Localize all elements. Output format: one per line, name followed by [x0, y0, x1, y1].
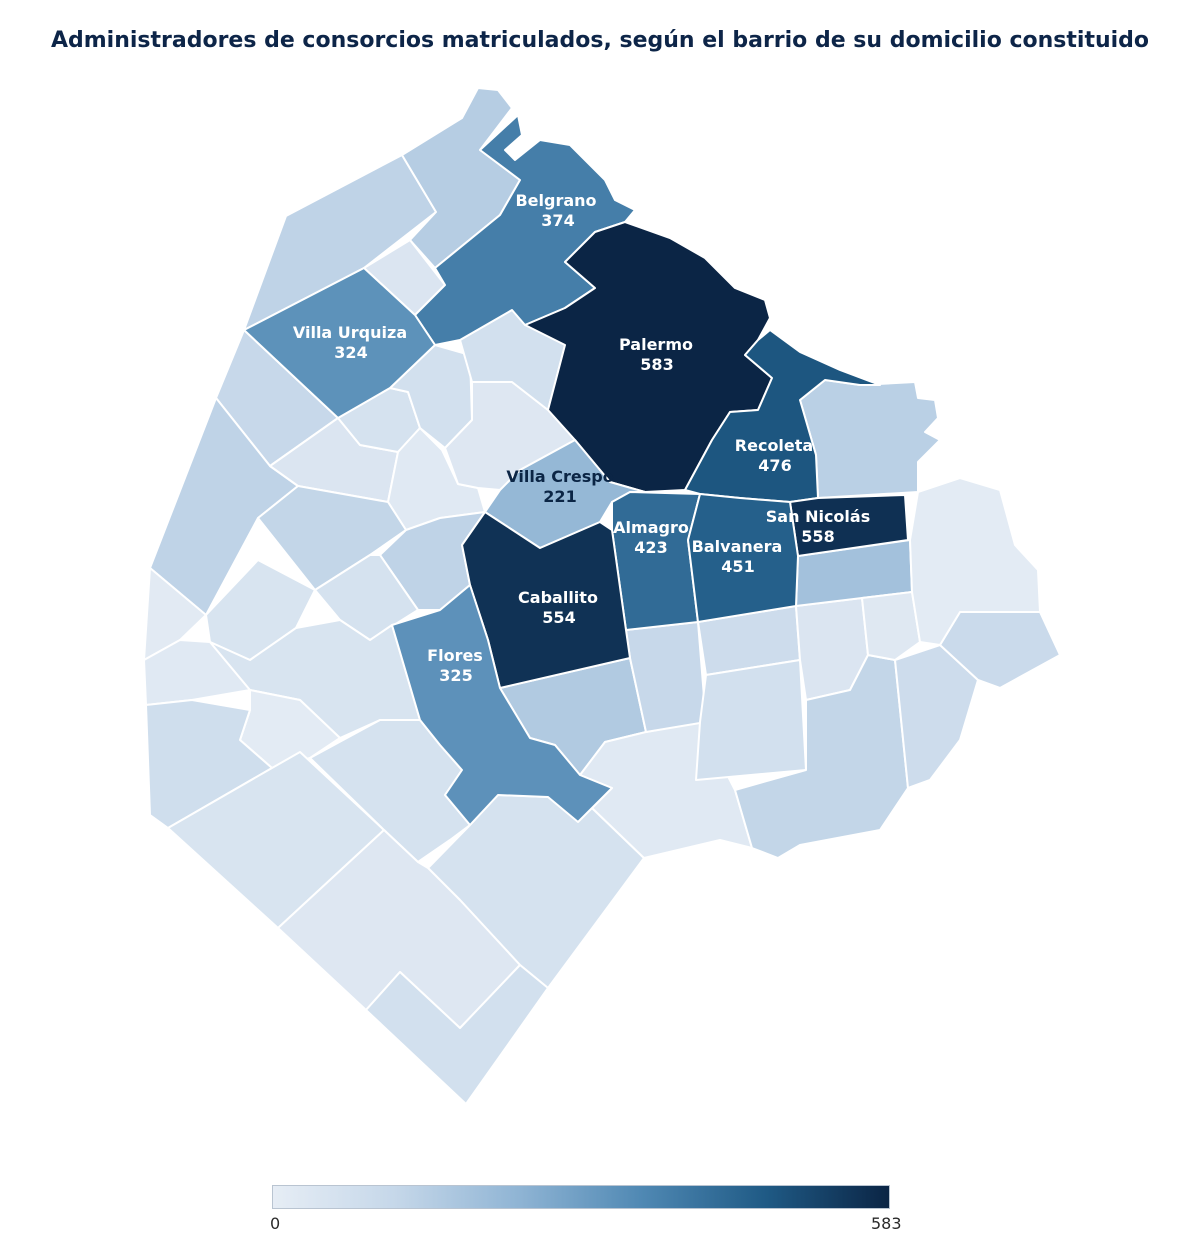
- neighborhood-shape[interactable]: [365, 964, 549, 1105]
- label-name-caballito: Caballito: [518, 588, 598, 607]
- neighborhood-shape-caballito[interactable]: [461, 511, 631, 689]
- neighborhood-shape: [909, 477, 1041, 646]
- colorbar-gradient: [272, 1185, 890, 1209]
- neighborhood-shape[interactable]: [799, 379, 941, 499]
- neighborhood-shape[interactable]: [861, 591, 921, 661]
- neighborhood-shape[interactable]: [695, 659, 807, 781]
- label-value-balvanera: 451: [721, 557, 754, 576]
- label-name-belgrano: Belgrano: [515, 191, 596, 210]
- colorbar-max-label: 583: [871, 1214, 902, 1233]
- neighborhood-shape[interactable]: [167, 751, 385, 929]
- colorbar-min-label: 0: [270, 1214, 281, 1233]
- label-name-san-nicolas: San Nicolás: [766, 507, 870, 526]
- label-value-flores: 325: [439, 666, 472, 685]
- label-name-recoleta: Recoleta: [735, 436, 813, 455]
- label-value-belgrano: 374: [541, 211, 574, 230]
- label-value-caballito: 554: [542, 608, 575, 627]
- label-value-recoleta: 476: [758, 456, 791, 475]
- neighborhood-shape[interactable]: [734, 654, 909, 859]
- label-value-palermo: 583: [640, 355, 673, 374]
- neighborhood-shape[interactable]: [243, 154, 437, 331]
- label-name-villa-urquiza: Villa Urquiza: [293, 323, 407, 342]
- neighborhood-shape-balvanera[interactable]: [687, 493, 799, 623]
- label-name-villa-crespo: Villa Crespo: [506, 467, 613, 486]
- label-name-flores: Flores: [427, 646, 483, 665]
- label-value-san-nicolas: 558: [801, 527, 834, 546]
- label-name-balvanera: Balvanera: [692, 537, 783, 556]
- label-value-almagro: 423: [634, 538, 667, 557]
- map-title: Administradores de consorcios matriculad…: [50, 28, 1150, 53]
- neighborhood-shape-almagro[interactable]: [611, 491, 701, 631]
- label-name-almagro: Almagro: [613, 518, 689, 537]
- colorbar-legend: [272, 1185, 890, 1209]
- neighborhood-shape[interactable]: [145, 699, 273, 829]
- label-name-palermo: Palermo: [619, 335, 693, 354]
- neighborhood-shape-villa-urquiza[interactable]: [243, 267, 436, 419]
- label-value-villa-crespo: 221: [543, 487, 576, 506]
- neighborhood-shape-flores[interactable]: [391, 584, 613, 826]
- label-value-villa-urquiza: 324: [334, 343, 367, 362]
